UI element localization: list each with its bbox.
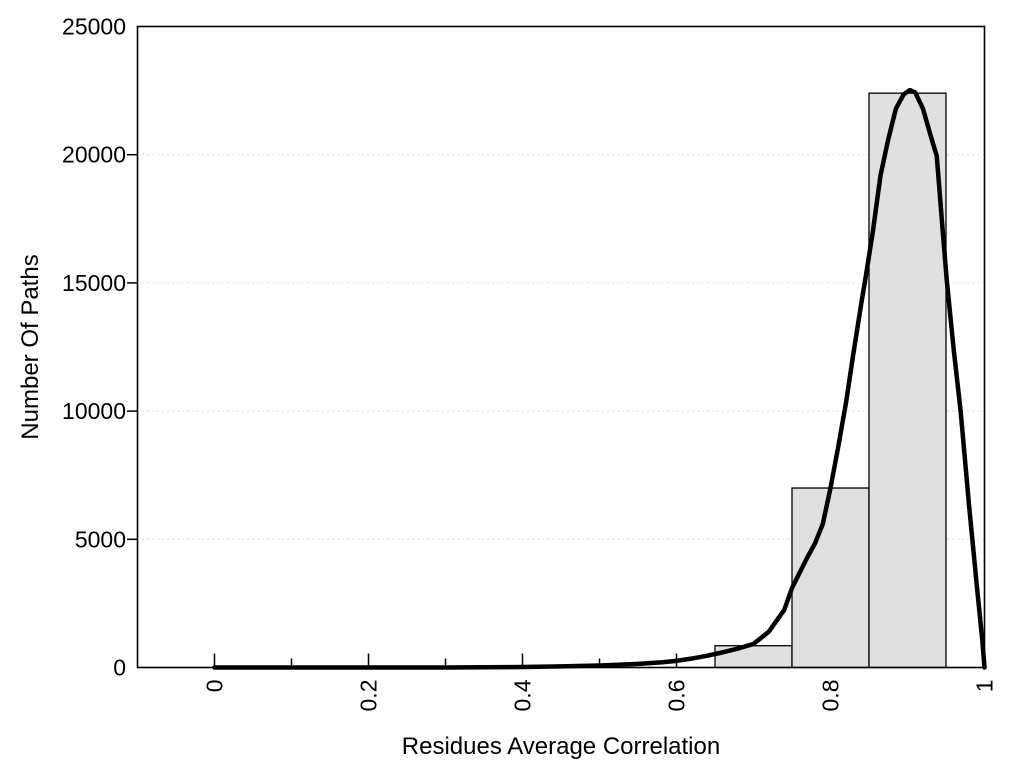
x-tick-label: 0.4 [510, 679, 536, 711]
histogram-bar [791, 487, 870, 669]
y-tick-label: 0 [113, 655, 126, 681]
y-tick-label: 25000 [62, 14, 126, 40]
y-tick-label: 20000 [62, 142, 126, 168]
x-tick-label: 0.6 [664, 680, 690, 712]
y-tick-label: 10000 [62, 398, 126, 424]
y-axis-label: Number Of Paths [17, 254, 44, 440]
x-tick-label: 1 [972, 680, 998, 693]
histogram-bar [714, 645, 793, 669]
x-tick-label: 0 [202, 680, 228, 693]
y-tick-label: 15000 [62, 270, 126, 296]
x-tick-label: 0.2 [356, 680, 382, 712]
y-tick-label: 5000 [75, 526, 126, 552]
density-curve [212, 87, 987, 670]
x-tick-label: 0.8 [818, 680, 844, 712]
x-axis-label: Residues Average Correlation [401, 733, 721, 760]
